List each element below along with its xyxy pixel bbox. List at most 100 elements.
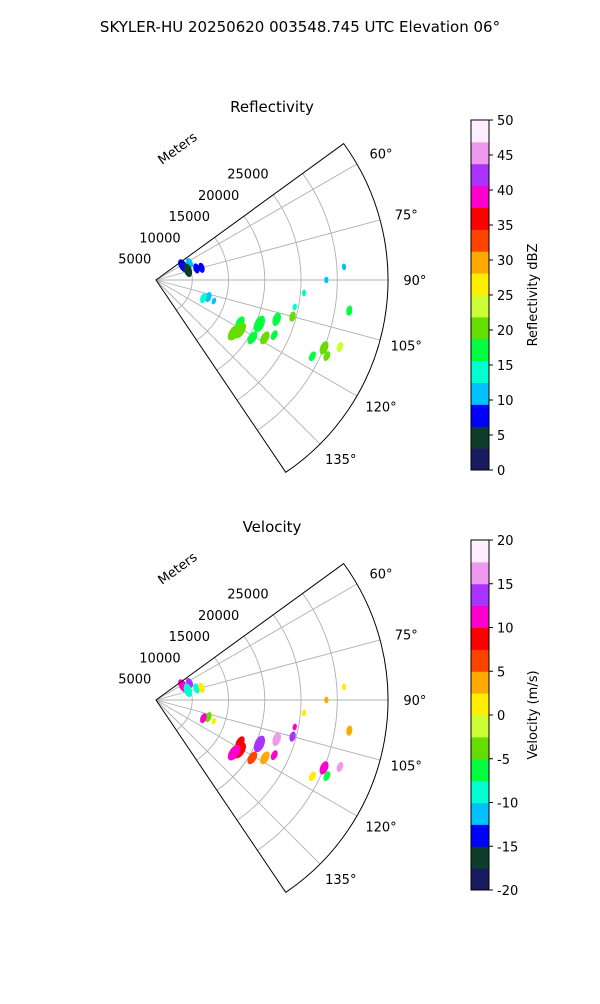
echo-cell [260, 751, 270, 765]
colorbar-swatch [471, 316, 489, 340]
echo-cell [211, 717, 217, 725]
range-tick-label: 20000 [198, 189, 239, 204]
range-tick-label: 15000 [169, 210, 210, 225]
velocity-panel: Velocity 5000 10000 15000 20000 25000 Meters 60… [118, 518, 541, 899]
angle-gridline [155, 219, 381, 281]
echo-cell [227, 324, 241, 341]
colorbar-tick-label: 45 [497, 149, 514, 164]
colorbar-tick-label: 35 [497, 219, 514, 234]
colorbar-swatch [471, 561, 489, 585]
colorbar-tick-label: 20 [497, 324, 514, 339]
echo-cell [193, 263, 200, 274]
plot-area [156, 563, 388, 893]
echo-cell [198, 262, 205, 273]
angle-gridline [155, 279, 381, 341]
plot-area [156, 143, 388, 473]
echo-cell [324, 276, 329, 284]
colorbar-tick-label: -5 [497, 753, 510, 768]
range-axis-label: Meters [156, 130, 201, 168]
angle-tick-label: 75° [395, 209, 418, 224]
angle-tick-label: 135° [325, 453, 356, 468]
colorbar-swatch [471, 868, 489, 891]
colorbar-swatch [471, 360, 489, 383]
colorbar-swatch [471, 207, 489, 230]
figure-title: SKYLER-HU 20250620 003548.745 UTC Elevat… [100, 18, 500, 36]
sector-border [155, 142, 389, 474]
colorbar-swatch [471, 251, 489, 274]
reflectivity-panel: Reflectivity 5000 10000 15000 20000 25000 Mete… [118, 98, 541, 479]
colorbar-tick-label: -20 [497, 884, 518, 899]
panel-title: Reflectivity [230, 98, 314, 116]
colorbar-swatch [471, 802, 489, 825]
colorbar-swatch [471, 693, 489, 716]
colorbar-swatch [471, 715, 489, 738]
range-gridline [236, 614, 302, 821]
range-tick-label: 20000 [198, 609, 239, 624]
echo-cell [247, 331, 258, 345]
echo-cell [211, 297, 217, 305]
range-gridline [257, 593, 338, 851]
echo-cell [272, 732, 281, 746]
colorbar-swatch [471, 846, 489, 869]
colorbar-tick-label: 5 [497, 429, 505, 444]
echo-cell [319, 341, 329, 355]
echo-cell [289, 731, 296, 742]
colorbar-tick-label: -15 [497, 840, 518, 855]
echo-cell [193, 683, 200, 694]
colorbar-swatch [471, 605, 489, 628]
colorbar-swatch [471, 671, 489, 694]
angle-gridline [155, 639, 381, 701]
colorbar-swatch [471, 540, 489, 563]
colorbar-swatch [471, 273, 489, 296]
sector-border [155, 562, 389, 894]
echo-cell [260, 331, 270, 345]
colorbar-tick-label: 15 [497, 359, 514, 374]
colorbar-swatch [471, 736, 489, 760]
echo-cell [346, 725, 353, 736]
colorbar-swatch [471, 404, 489, 427]
angle-gridline [155, 279, 321, 445]
angle-gridline [155, 699, 381, 761]
echo-cell [336, 761, 344, 772]
echo-cell [205, 711, 212, 723]
colorbar-swatch [471, 120, 489, 143]
angle-tick-label: 120° [365, 820, 396, 835]
echo-cell [205, 291, 212, 303]
echo-cell [270, 330, 278, 341]
range-gridline [196, 657, 229, 761]
colorbar-swatch [471, 141, 489, 165]
colorbar-swatch [471, 229, 489, 252]
echo-cell [323, 351, 331, 361]
echo-cell [227, 744, 241, 761]
angle-tick-label: 105° [391, 339, 422, 354]
panel-title: Velocity [243, 518, 302, 536]
angle-gridline [155, 699, 321, 865]
range-tick-label: 10000 [139, 231, 180, 246]
colorbar-swatch [471, 185, 489, 208]
angle-tick-label: 75° [395, 629, 418, 644]
colorbar-swatch [471, 780, 489, 803]
range-gridline [216, 635, 266, 791]
range-tick-label: 25000 [227, 587, 268, 602]
colorbar-tick-label: 40 [497, 184, 514, 199]
range-gridline [216, 215, 266, 371]
echo-cell [183, 263, 193, 278]
colorbar-label: Reflectivity dBZ [526, 244, 541, 347]
angle-tick-label: 60° [369, 148, 392, 163]
angle-tick-label: 90° [403, 694, 426, 709]
range-tick-label: 25000 [227, 167, 268, 182]
angle-tick-label: 105° [391, 759, 422, 774]
colorbar-swatch [471, 758, 489, 782]
colorbar-tick-label: 50 [497, 114, 514, 129]
echo-cell [292, 303, 297, 311]
echo-cell [319, 761, 329, 775]
colorbar-swatch [471, 163, 489, 187]
colorbar-swatch [471, 295, 489, 318]
angle-tick-label: 60° [369, 568, 392, 583]
colorbar-tick-label: 5 [497, 665, 505, 680]
range-axis-label: Meters [156, 550, 201, 588]
echo-cell [289, 311, 296, 322]
range-gridline [196, 237, 229, 341]
colorbar-swatch [471, 382, 489, 405]
